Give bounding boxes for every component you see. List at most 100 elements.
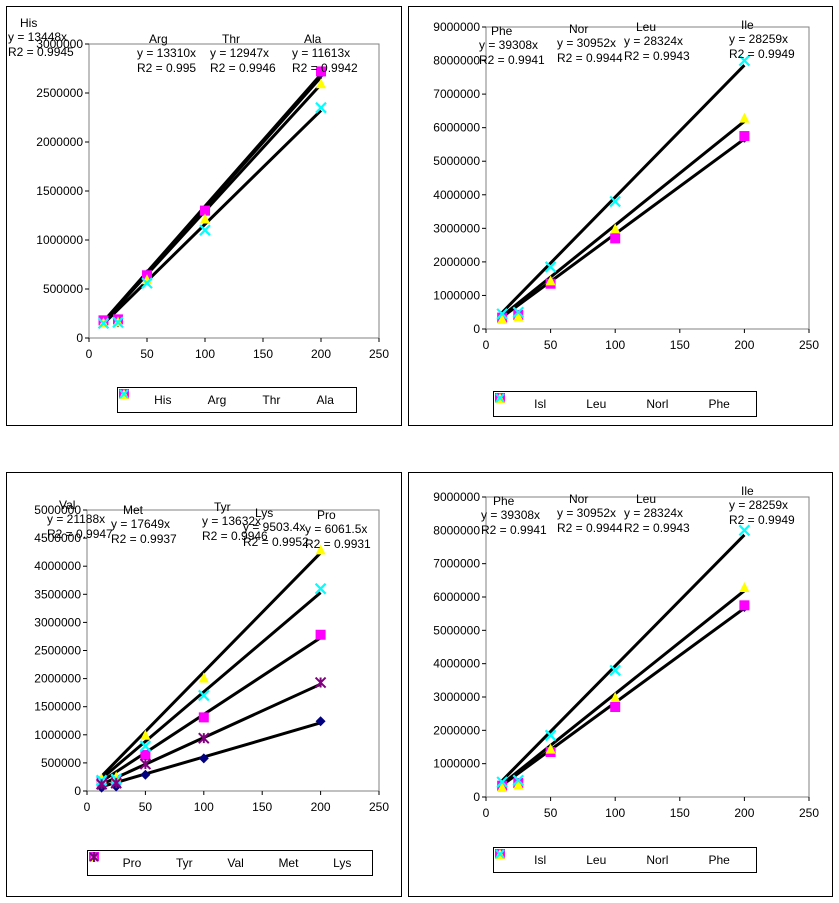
- data-point: [497, 313, 508, 324]
- legend-item-thr: Thr: [119, 389, 280, 407]
- trendline: [102, 109, 323, 325]
- trendline: [501, 120, 746, 318]
- annotation-r2: R2 = 0.9941: [481, 523, 547, 537]
- annotation-equation: y = 30952x: [557, 506, 616, 520]
- y-tick-label: 5000000: [34, 503, 81, 517]
- y-tick-label: 2000000: [34, 672, 81, 686]
- data-point: [513, 311, 524, 322]
- y-tick-label: 7000000: [433, 87, 480, 101]
- y-tick-label: 1000000: [433, 757, 480, 771]
- data-point: [739, 582, 750, 592]
- legend-label: Norl: [646, 853, 669, 867]
- x-tick-label: 50: [139, 800, 153, 814]
- y-tick-label: 3000000: [34, 615, 81, 629]
- data-point: [738, 524, 751, 537]
- annotation-r2: R2 = 0.9942: [292, 61, 358, 75]
- data-point: [140, 729, 151, 740]
- annotation-label: His: [20, 16, 37, 30]
- y-tick-label: 2000000: [36, 135, 83, 149]
- y-tick-label: 3000000: [36, 37, 83, 51]
- y-tick-label: 5000000: [433, 154, 480, 168]
- y-tick-label: 8000000: [433, 54, 480, 68]
- annotation-label: Leu: [636, 20, 656, 34]
- x-tick-label: 150: [252, 800, 272, 814]
- y-tick-label: 2000000: [433, 255, 480, 269]
- y-tick-label: 1000000: [34, 728, 81, 742]
- annotation-equation: y = 28324x: [624, 506, 683, 520]
- annotation-r2: R2 = 0.9944: [557, 51, 623, 65]
- trendline: [100, 682, 322, 786]
- trendline: [501, 606, 746, 787]
- annotation-r2: R2 = 0.9943: [624, 521, 690, 535]
- annotation-equation: y = 13448x: [8, 30, 67, 44]
- legend-marker-icon: [89, 852, 225, 869]
- data-point: [200, 205, 210, 216]
- legend-label: Lys: [333, 856, 352, 870]
- chart-legend: Pro Tyr Val Met Lys: [87, 850, 373, 876]
- data-point: [315, 101, 327, 114]
- data-point: [316, 66, 326, 77]
- legend-label: Tyr: [176, 856, 193, 870]
- series-phe: [496, 54, 751, 320]
- data-point: [198, 689, 210, 702]
- annotation-label: Nor: [569, 492, 588, 506]
- series-ala: [97, 101, 327, 330]
- data-point: [739, 112, 750, 123]
- legend-label: Leu: [586, 853, 607, 867]
- legend-item-phe: Phe: [495, 393, 730, 411]
- data-point: [112, 316, 124, 329]
- data-point: [139, 740, 152, 752]
- legend-marker-icon: [89, 852, 174, 869]
- y-tick-label: 0: [473, 322, 480, 336]
- legend-item-arg: Arg: [119, 389, 226, 407]
- legend-item-met: Met: [89, 852, 298, 870]
- legend-marker-icon: [495, 393, 706, 410]
- data-point: [610, 702, 621, 712]
- y-tick-label: 500000: [43, 282, 83, 296]
- y-tick-label: 8000000: [433, 523, 480, 537]
- data-point: [610, 223, 621, 234]
- data-point: [110, 777, 122, 789]
- data-point: [200, 213, 210, 224]
- data-point: [316, 78, 326, 89]
- legend-label: His: [154, 393, 172, 407]
- data-point: [95, 778, 108, 790]
- annotation-label: Val: [59, 498, 75, 512]
- data-point: [315, 629, 326, 640]
- series-norl: [497, 112, 750, 324]
- y-tick-label: 1000000: [36, 233, 83, 247]
- data-point: [496, 308, 508, 320]
- x-tick-label: 200: [734, 338, 754, 352]
- y-tick-label: 0: [473, 790, 480, 804]
- chart-legend: Isl Leu Norl Phe: [493, 847, 757, 873]
- data-point: [111, 771, 122, 782]
- data-point: [198, 732, 210, 744]
- legend-marker-icon: [495, 393, 532, 410]
- legend-marker-icon: [495, 849, 644, 866]
- chart-legend: Isl Leu Norl Phe: [493, 391, 757, 417]
- x-tick-label: 200: [311, 800, 331, 814]
- legend-item-tyr: Tyr: [89, 852, 193, 870]
- data-point: [609, 664, 621, 677]
- legend-marker-icon: [495, 849, 706, 866]
- legend-item-isl: Isl: [495, 393, 546, 411]
- x-tick-label: 100: [195, 347, 215, 361]
- legend-label: Isl: [534, 853, 547, 867]
- legend-label: Norl: [646, 397, 669, 411]
- legend-item-leu: Leu: [495, 849, 607, 867]
- data-point: [496, 776, 508, 788]
- y-tick-label: 1500000: [34, 700, 81, 714]
- data-point: [739, 131, 750, 142]
- x-tick-label: 250: [369, 347, 389, 361]
- data-point: [544, 729, 557, 742]
- chart-panel-bottom-left: 0 500000 1000000 1500000 2000000 2500000 30000…: [6, 472, 402, 897]
- annotation-r2: R2 = 0.9941: [479, 53, 545, 67]
- chart-svg: 0 500000 1000000 1500000 2000000 2500000 30000…: [8, 16, 389, 361]
- legend-item-leu: Leu: [495, 393, 606, 411]
- trendline: [501, 589, 746, 786]
- legend-marker-icon: [119, 389, 315, 406]
- x-tick-label: 150: [253, 347, 273, 361]
- data-point: [140, 769, 151, 780]
- data-point: [610, 233, 621, 244]
- y-tick-label: 3000000: [433, 221, 480, 235]
